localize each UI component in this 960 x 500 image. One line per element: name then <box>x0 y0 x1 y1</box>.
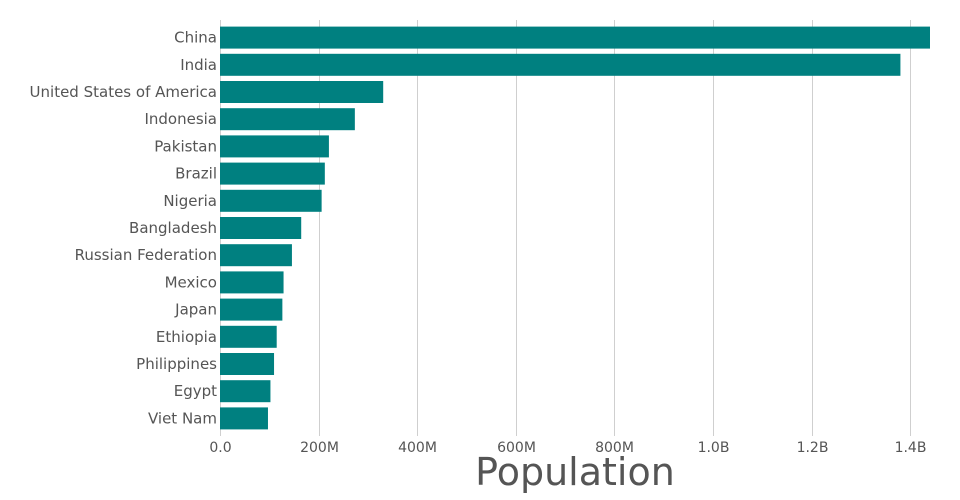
x-tick-label: 0.0 <box>209 440 231 456</box>
category-label: Philippines <box>136 355 217 373</box>
category-label: United States of America <box>30 83 217 101</box>
bar <box>220 135 329 158</box>
x-tick-label: 1.0B <box>698 440 730 456</box>
bar <box>220 325 277 348</box>
bar <box>220 26 930 49</box>
category-label: Egypt <box>174 382 217 400</box>
category-label: Mexico <box>165 273 217 291</box>
bar <box>220 189 322 212</box>
x-tick-label: 400M <box>398 440 437 456</box>
category-label: Brazil <box>175 165 217 183</box>
bar <box>220 298 283 321</box>
x-tick-label: 600M <box>497 440 536 456</box>
category-label: China <box>174 29 217 47</box>
category-labels: China India United States of America Indone… <box>30 29 218 428</box>
x-tick-label: 1.4B <box>895 440 927 456</box>
bar <box>220 271 284 294</box>
category-label: India <box>180 56 217 74</box>
bar <box>220 407 268 430</box>
category-label: Bangladesh <box>129 219 217 237</box>
category-label: Ethiopia <box>156 328 217 346</box>
x-axis-title: Population <box>475 450 675 494</box>
x-tick-label: 200M <box>300 440 339 456</box>
x-tick-label: 1.2B <box>797 440 829 456</box>
category-label: Pakistan <box>154 137 217 155</box>
bar <box>220 380 271 403</box>
category-label: Viet Nam <box>148 409 217 427</box>
bar <box>220 244 292 267</box>
bar <box>220 217 302 239</box>
bar <box>220 108 355 131</box>
bars <box>220 26 930 430</box>
bar <box>220 353 275 375</box>
x-tick-labels: 0.0 200M 400M 600M 800M 1.0B 1.2B 1.4B <box>209 440 926 456</box>
bar <box>220 162 325 185</box>
bar <box>220 53 901 76</box>
category-label: Indonesia <box>144 110 217 128</box>
category-label: Nigeria <box>163 192 217 210</box>
bar <box>220 81 384 103</box>
x-tick-label: 800M <box>595 440 634 456</box>
category-label: Russian Federation <box>75 246 217 264</box>
category-label: Japan <box>174 301 217 319</box>
